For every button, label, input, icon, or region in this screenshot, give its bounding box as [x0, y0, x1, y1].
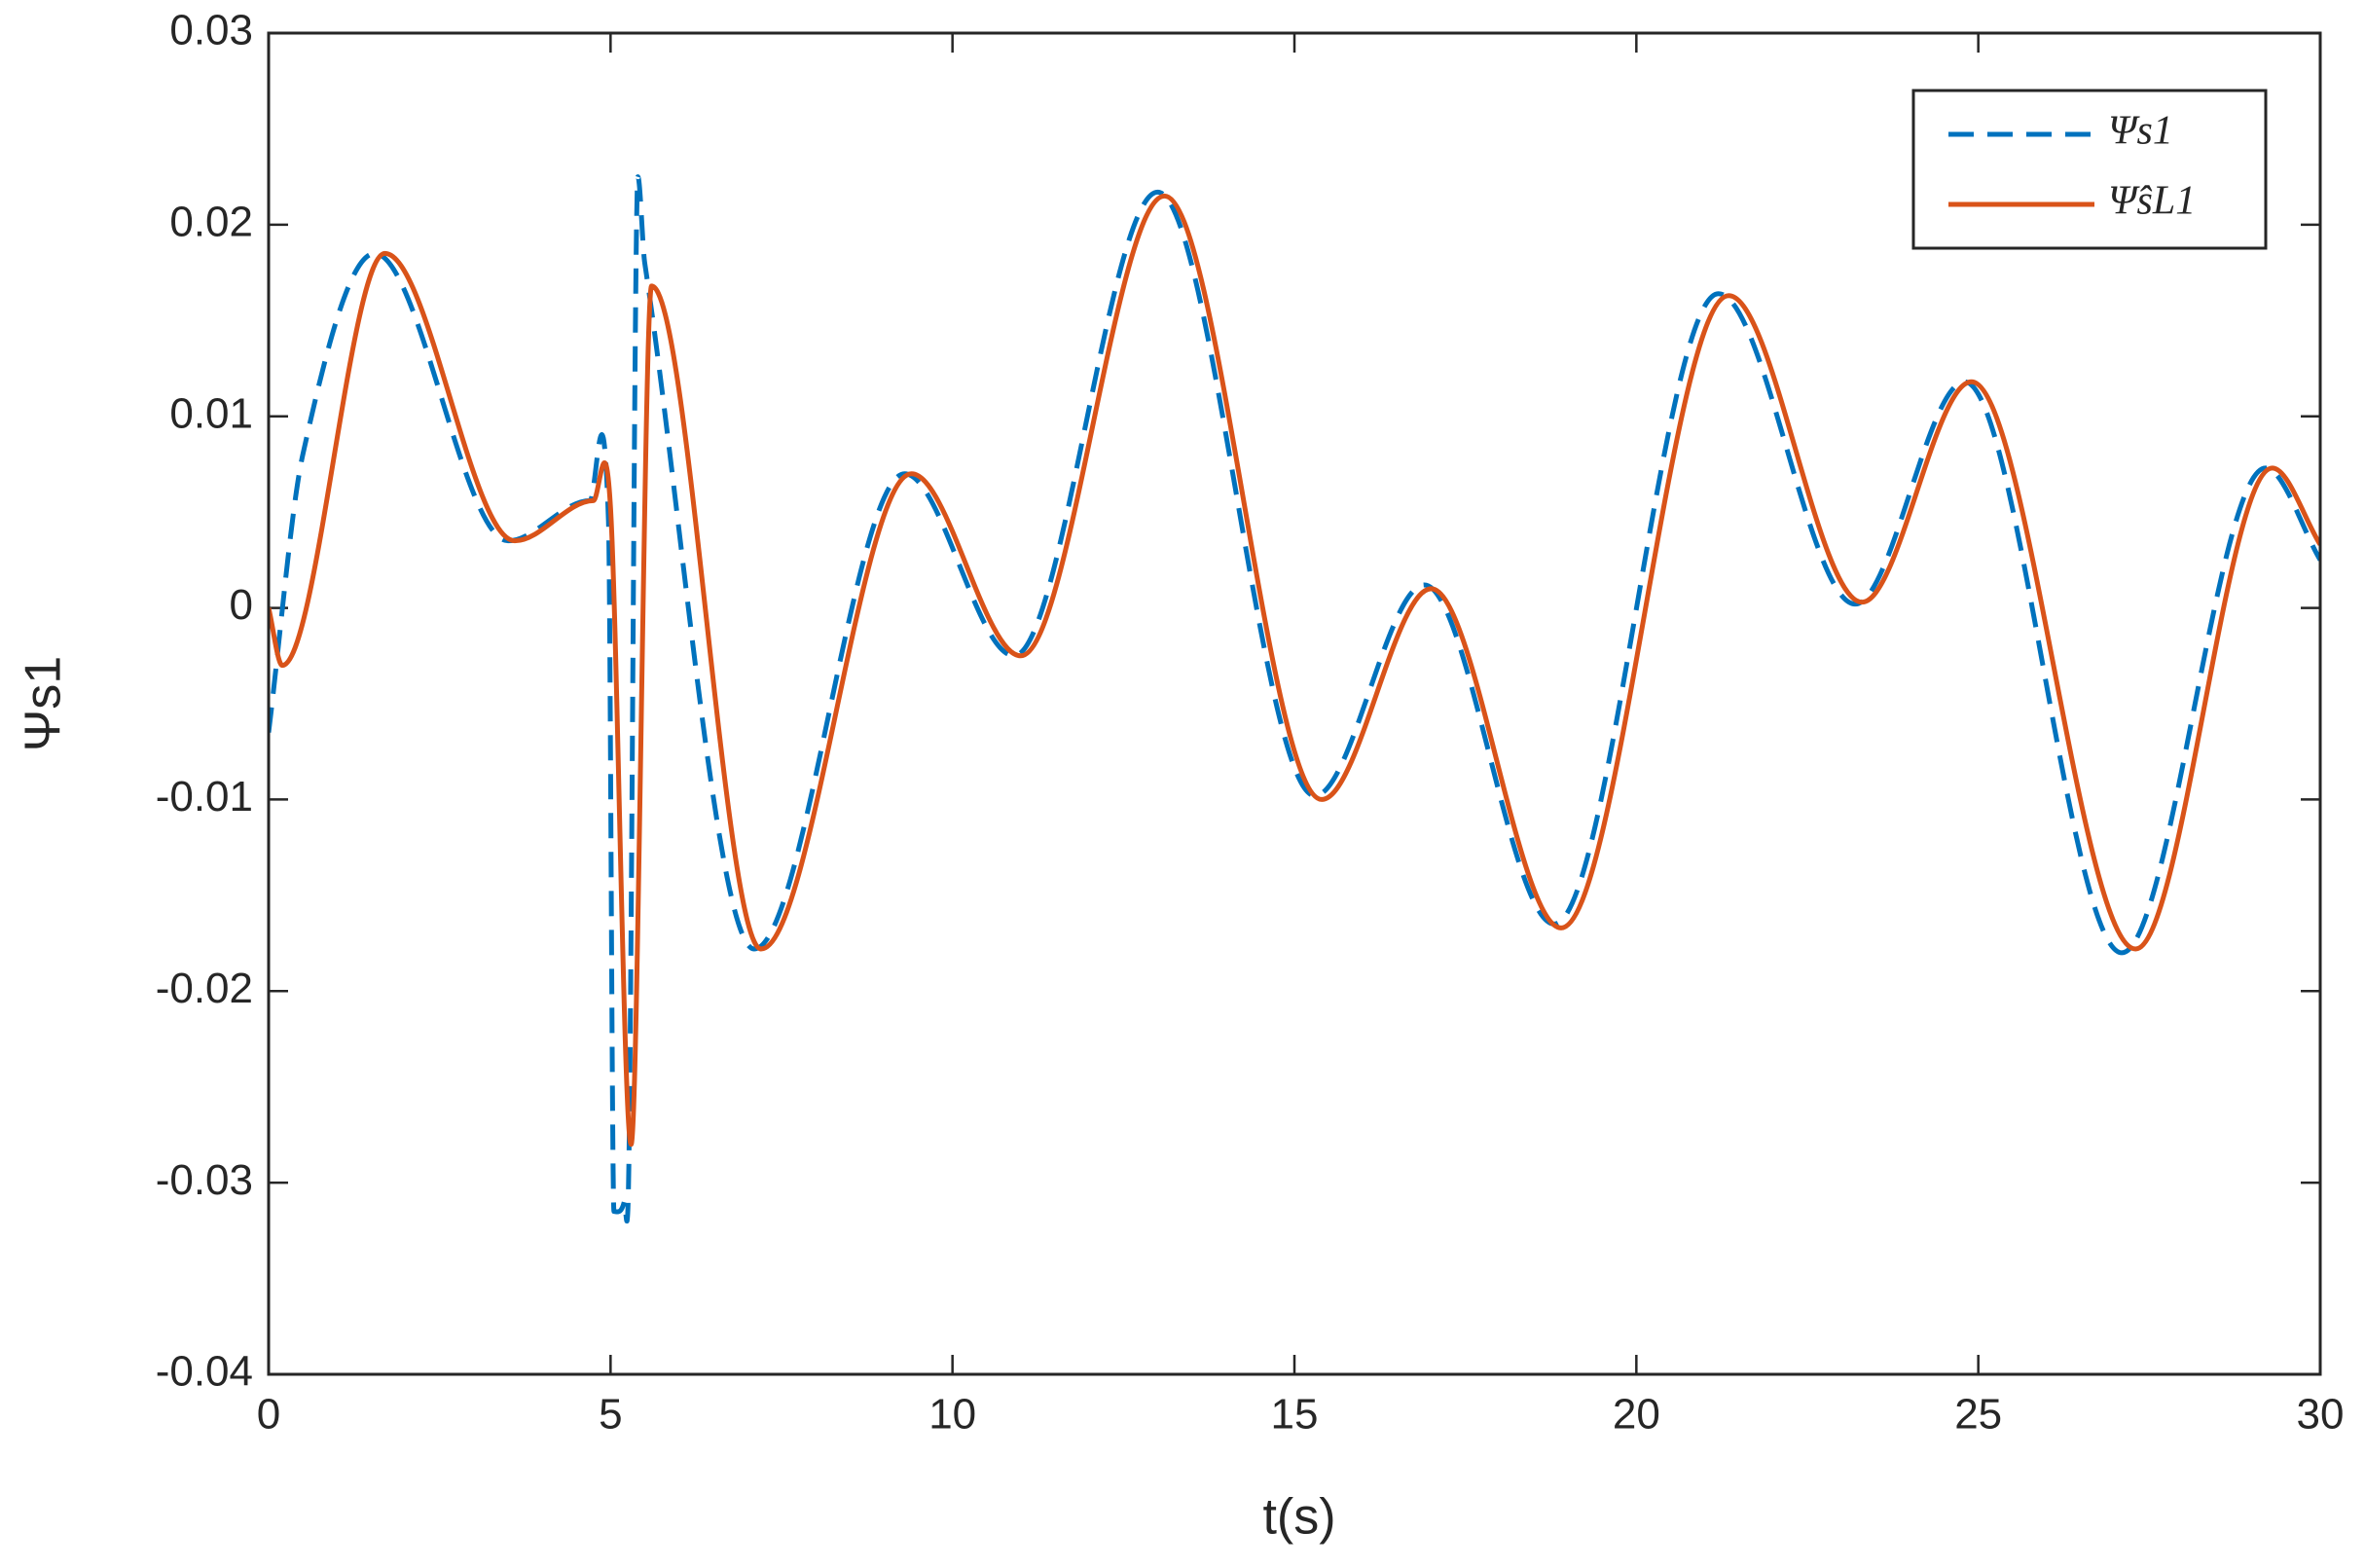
y-tick-label: -0.04 [156, 1348, 253, 1396]
x-tick-label: 25 [1954, 1391, 2002, 1439]
y-axis-label: Ψs1 [16, 656, 72, 751]
y-tick-label: -0.03 [156, 1156, 253, 1204]
x-tick-label: 20 [1613, 1391, 1660, 1439]
y-tick-label: 0.01 [169, 389, 253, 437]
x-tick-label: 0 [257, 1391, 280, 1439]
x-tick-label: 30 [2297, 1391, 2345, 1439]
series-line [269, 193, 2320, 1148]
legend-label: Ψ̂sL1 [2108, 179, 2196, 224]
x-tick-label: 10 [928, 1391, 976, 1439]
x-tick-label: 15 [1271, 1391, 1319, 1439]
legend-box [1911, 89, 2268, 250]
x-tick-label: 5 [599, 1391, 622, 1439]
y-tick-label: 0.03 [169, 7, 253, 55]
y-tick-label: -0.01 [156, 773, 253, 820]
y-tick-label: 0 [230, 581, 253, 629]
series-line [269, 174, 2320, 1224]
y-tick-label: -0.02 [156, 965, 253, 1012]
axes-box [267, 31, 2322, 1376]
legend-label: Ψs1 [2108, 109, 2173, 154]
y-tick-label: 0.02 [169, 198, 253, 245]
x-axis-label: t(s) [1262, 1489, 1335, 1546]
